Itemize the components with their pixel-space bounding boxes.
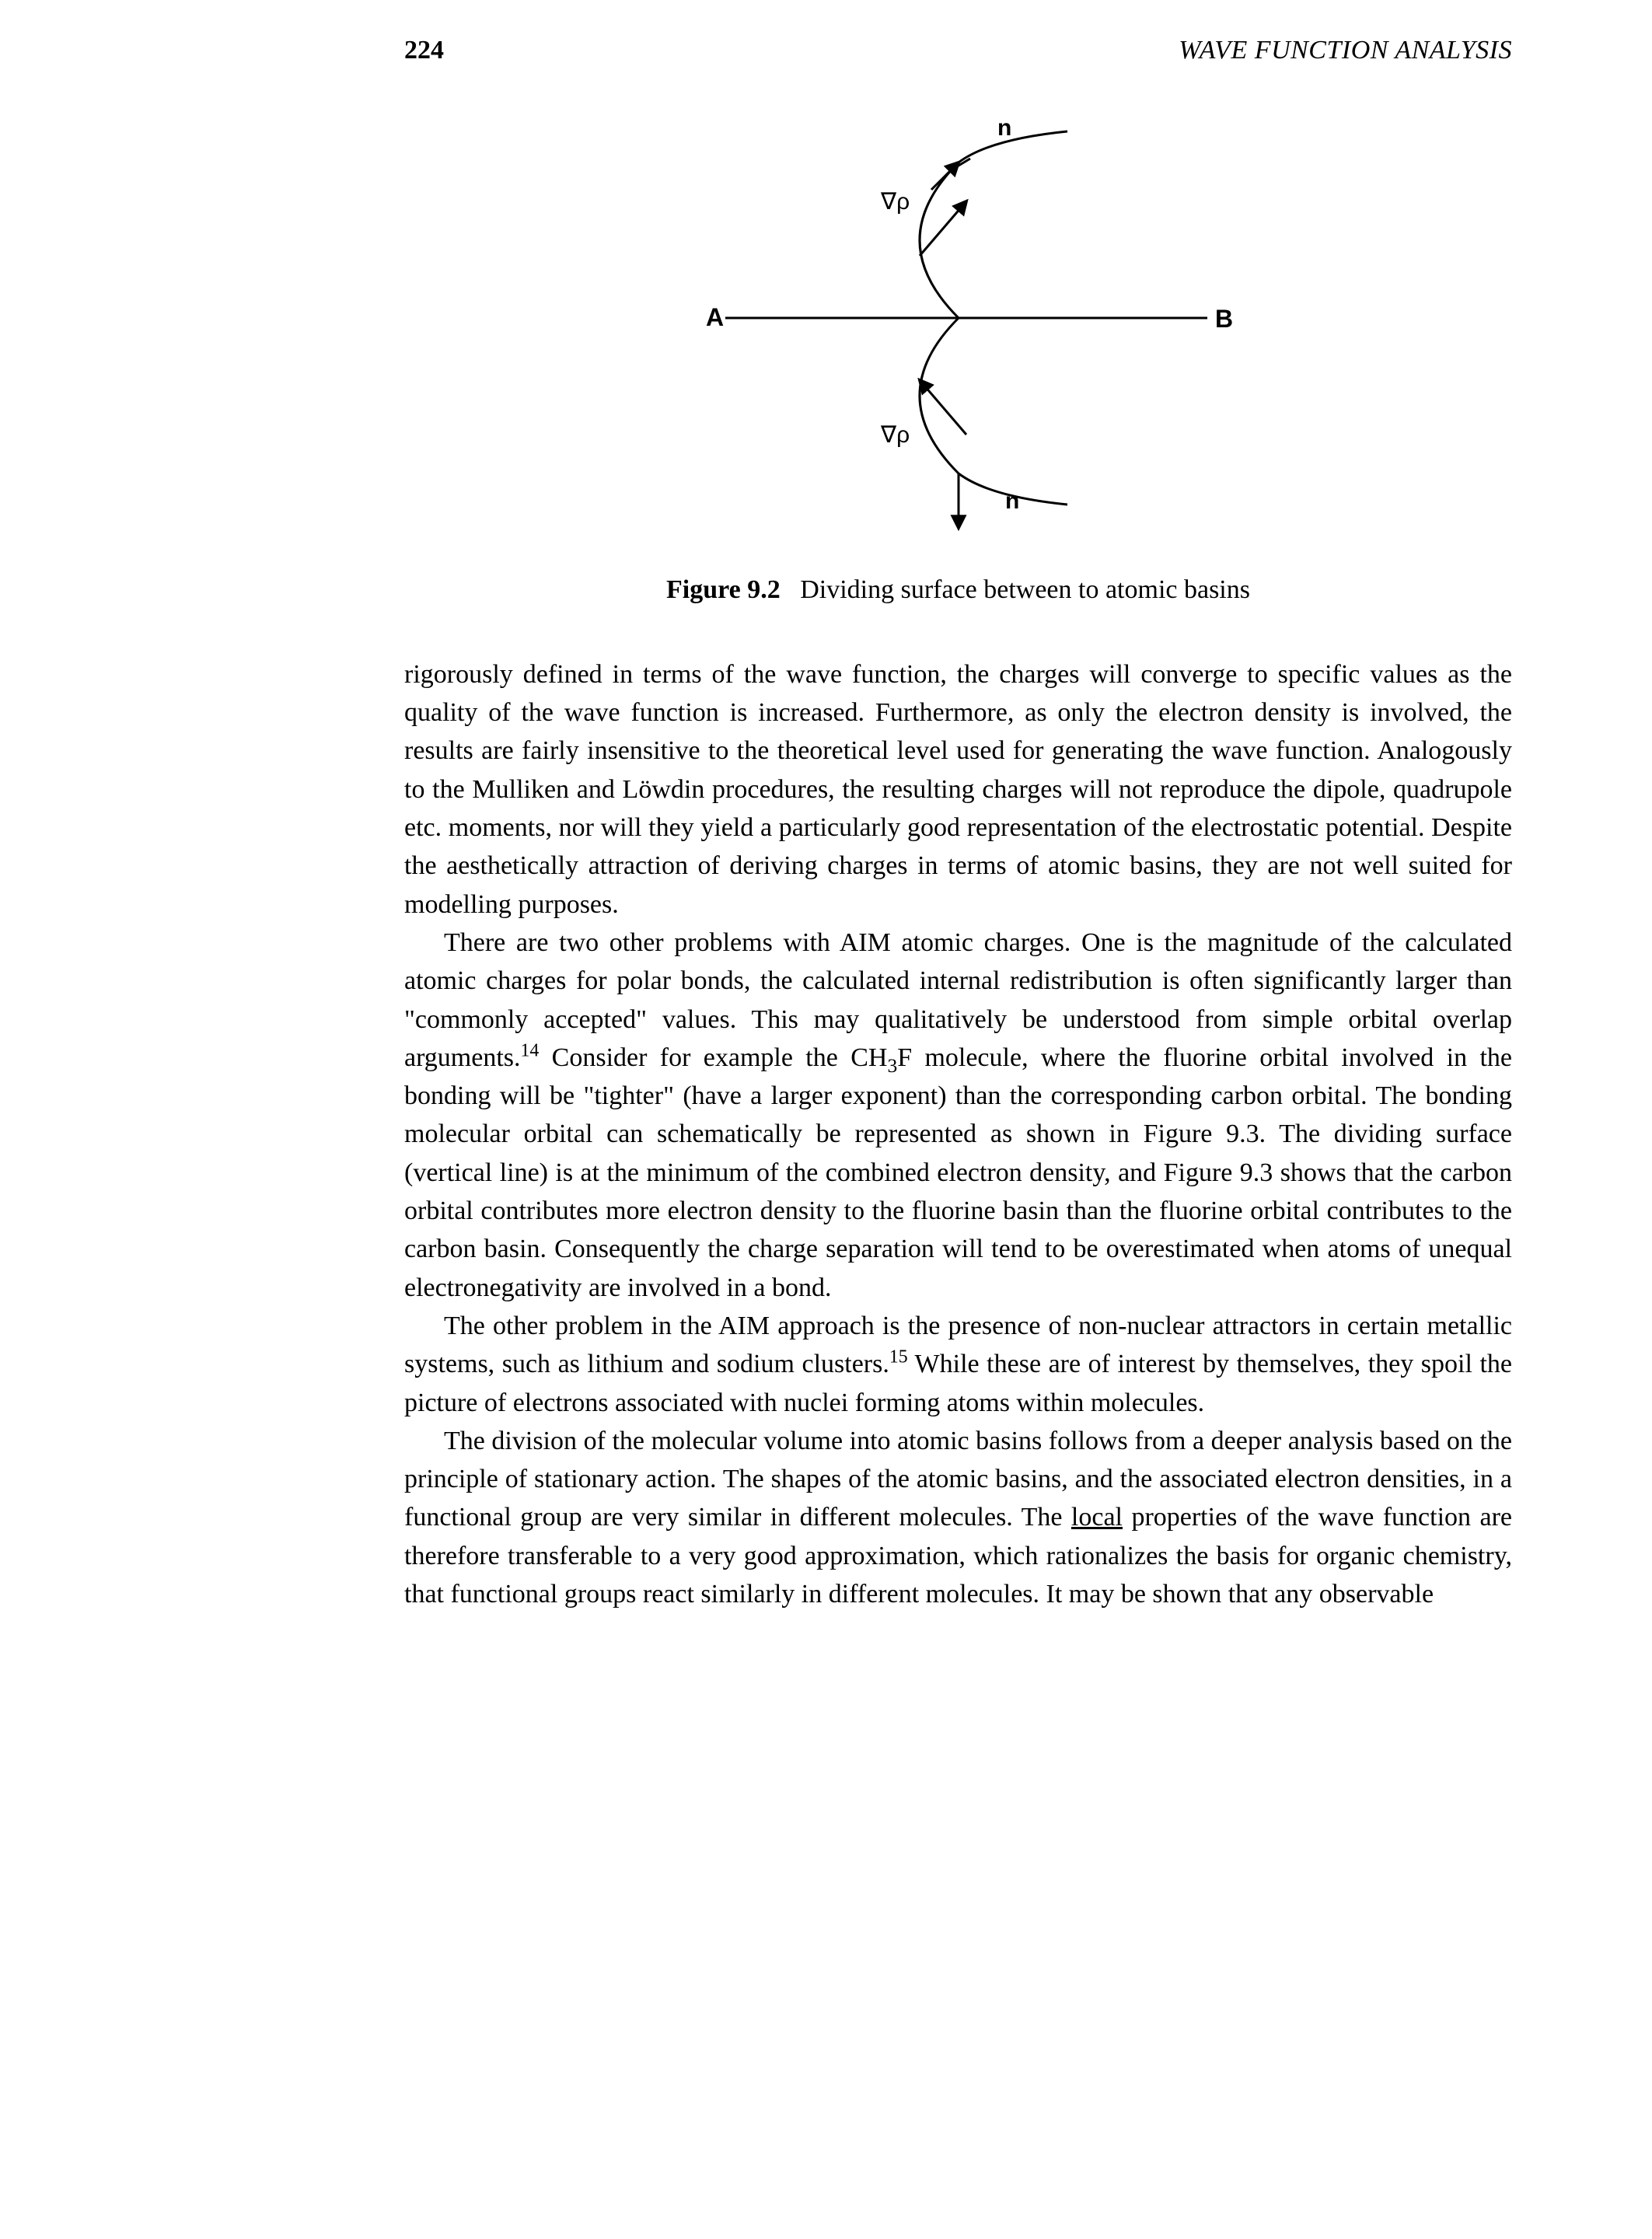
label-gradrho-top: ∇ρ [880,189,910,215]
figure-caption: Figure 9.2 Dividing surface between to a… [404,571,1512,609]
page-number: 224 [404,31,444,69]
paragraph-2: There are two other problems with AIM at… [404,924,1512,1307]
label-b: B [1215,305,1233,333]
label-n-bottom: n [1005,488,1019,514]
paragraph-3: The other problem in the AIM approach is… [404,1307,1512,1422]
paragraph-1: rigorously defined in terms of the wave … [404,655,1512,924]
caption-text: Dividing surface between to atomic basin… [800,575,1250,604]
page-header: 224 WAVE FUNCTION ANALYSIS [404,31,1512,69]
figure-9-2: A B n n ∇ρ ∇ρ Figure 9.2 Dividing surfac… [404,100,1512,609]
footnote-ref-15: 15 [889,1347,908,1368]
figure-diagram: A B n n ∇ρ ∇ρ [663,100,1254,536]
running-head: WAVE FUNCTION ANALYSIS [1179,31,1512,69]
local-underlined: local [1071,1503,1123,1532]
label-n-top: n [997,115,1011,141]
footnote-ref-14: 14 [521,1041,540,1061]
caption-label: Figure 9.2 [666,575,781,604]
paragraph-4: The division of the molecular volume int… [404,1422,1512,1613]
label-a: A [706,303,724,331]
body-text: rigorously defined in terms of the wave … [404,655,1512,1613]
label-gradrho-bottom: ∇ρ [880,422,910,448]
